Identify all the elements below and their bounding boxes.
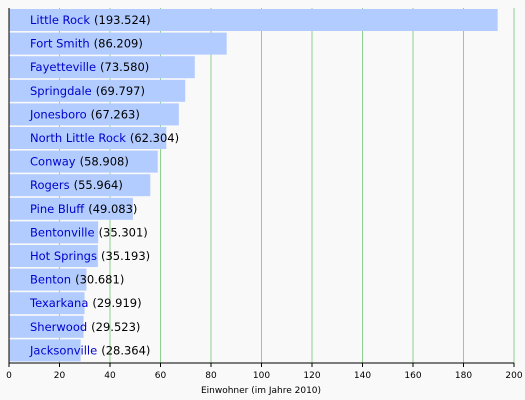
- bar-label: Jacksonville (28.364): [29, 343, 150, 357]
- x-tick-label: 60: [155, 371, 167, 381]
- bar-label: Hot Springs (35.193): [30, 249, 150, 263]
- x-axis-title: Einwohner (im Jahre 2010): [201, 386, 321, 396]
- bar-label: Little Rock (193.524): [30, 13, 151, 27]
- city-name-link[interactable]: Conway: [30, 155, 76, 169]
- bar: [9, 56, 195, 79]
- bar-label: Pine Bluff (49.083): [30, 202, 137, 216]
- city-name-link[interactable]: Fort Smith: [30, 37, 90, 51]
- population-value: (193.524): [94, 13, 151, 27]
- city-name-link[interactable]: Pine Bluff: [30, 202, 85, 216]
- population-value: (49.083): [88, 202, 137, 216]
- bar-label: Benton (30.681): [30, 273, 124, 287]
- bar-label: Fayetteville (73.580): [30, 60, 149, 74]
- population-value: (29.919): [92, 296, 141, 310]
- bar-label: Jonesboro (67.263): [29, 107, 140, 121]
- x-tick-label: 80: [205, 371, 217, 381]
- population-value: (35.301): [99, 225, 148, 239]
- city-name-link[interactable]: Little Rock: [30, 13, 90, 27]
- city-name-link[interactable]: Benton: [30, 273, 71, 287]
- bar: [9, 245, 98, 267]
- city-name-link[interactable]: North Little Rock: [30, 131, 126, 145]
- city-name-link[interactable]: Jonesboro: [29, 107, 87, 121]
- x-tick-label: 100: [253, 371, 270, 381]
- population-value: (62.304): [130, 131, 179, 145]
- x-tick-label: 120: [303, 371, 320, 381]
- city-name-link[interactable]: Rogers: [30, 178, 70, 192]
- x-tick-label: 160: [404, 371, 421, 381]
- city-name-link[interactable]: Bentonville: [30, 225, 95, 239]
- population-value: (69.797): [96, 84, 145, 98]
- bar: [9, 174, 151, 197]
- bar: [9, 315, 84, 338]
- x-tick-label: 200: [505, 371, 522, 381]
- city-name-link[interactable]: Sherwood: [30, 320, 87, 334]
- bar-label: Conway (58.908): [30, 155, 129, 169]
- bar: [9, 127, 167, 149]
- bars: [9, 9, 498, 362]
- x-axis: 0 20 40 60 80 100 120 140 160 180 200: [6, 8, 523, 381]
- city-name-link[interactable]: Hot Springs: [30, 249, 97, 263]
- x-tick-label: 140: [354, 371, 371, 381]
- population-value: (58.908): [80, 155, 129, 169]
- city-name-link[interactable]: Fayetteville: [30, 60, 96, 74]
- bar-label: Springdale (69.797): [30, 84, 145, 98]
- bar: [9, 32, 227, 55]
- city-name-link[interactable]: Texarkana: [29, 296, 88, 310]
- bar: [9, 103, 179, 126]
- bar-label: Texarkana (29.919): [29, 296, 142, 310]
- bar: [9, 221, 99, 244]
- bar-label: Fort Smith (86.209): [30, 37, 143, 51]
- bar: [9, 79, 186, 102]
- population-value: (29.523): [91, 320, 140, 334]
- bar: [9, 292, 85, 315]
- bar: [9, 197, 133, 220]
- x-tick-label: 0: [6, 371, 12, 381]
- population-value: (86.209): [94, 37, 143, 51]
- bar-label: Sherwood (29.523): [30, 320, 140, 334]
- population-value: (67.263): [91, 107, 140, 121]
- bar: [9, 339, 81, 362]
- population-value: (30.681): [75, 273, 124, 287]
- x-tick-label: 20: [54, 371, 66, 381]
- bar: [9, 9, 498, 31]
- x-tick-label: 40: [104, 371, 116, 381]
- population-value: (73.580): [100, 60, 149, 74]
- city-name-link[interactable]: Springdale: [30, 84, 92, 98]
- population-value: (55.964): [74, 178, 123, 192]
- bar-label: Rogers (55.964): [30, 178, 123, 192]
- bar: [9, 268, 87, 291]
- x-tick-label: 180: [455, 371, 472, 381]
- population-value: (35.193): [101, 249, 150, 263]
- population-value: (28.364): [101, 343, 150, 357]
- city-name-link[interactable]: Jacksonville: [29, 343, 97, 357]
- bar-label: Bentonville (35.301): [30, 225, 148, 239]
- bar-labels: Little Rock (193.524) Fort Smith (86.209) Fa…: [29, 13, 179, 357]
- bar-label: North Little Rock (62.304): [30, 131, 179, 145]
- bar: [9, 150, 158, 173]
